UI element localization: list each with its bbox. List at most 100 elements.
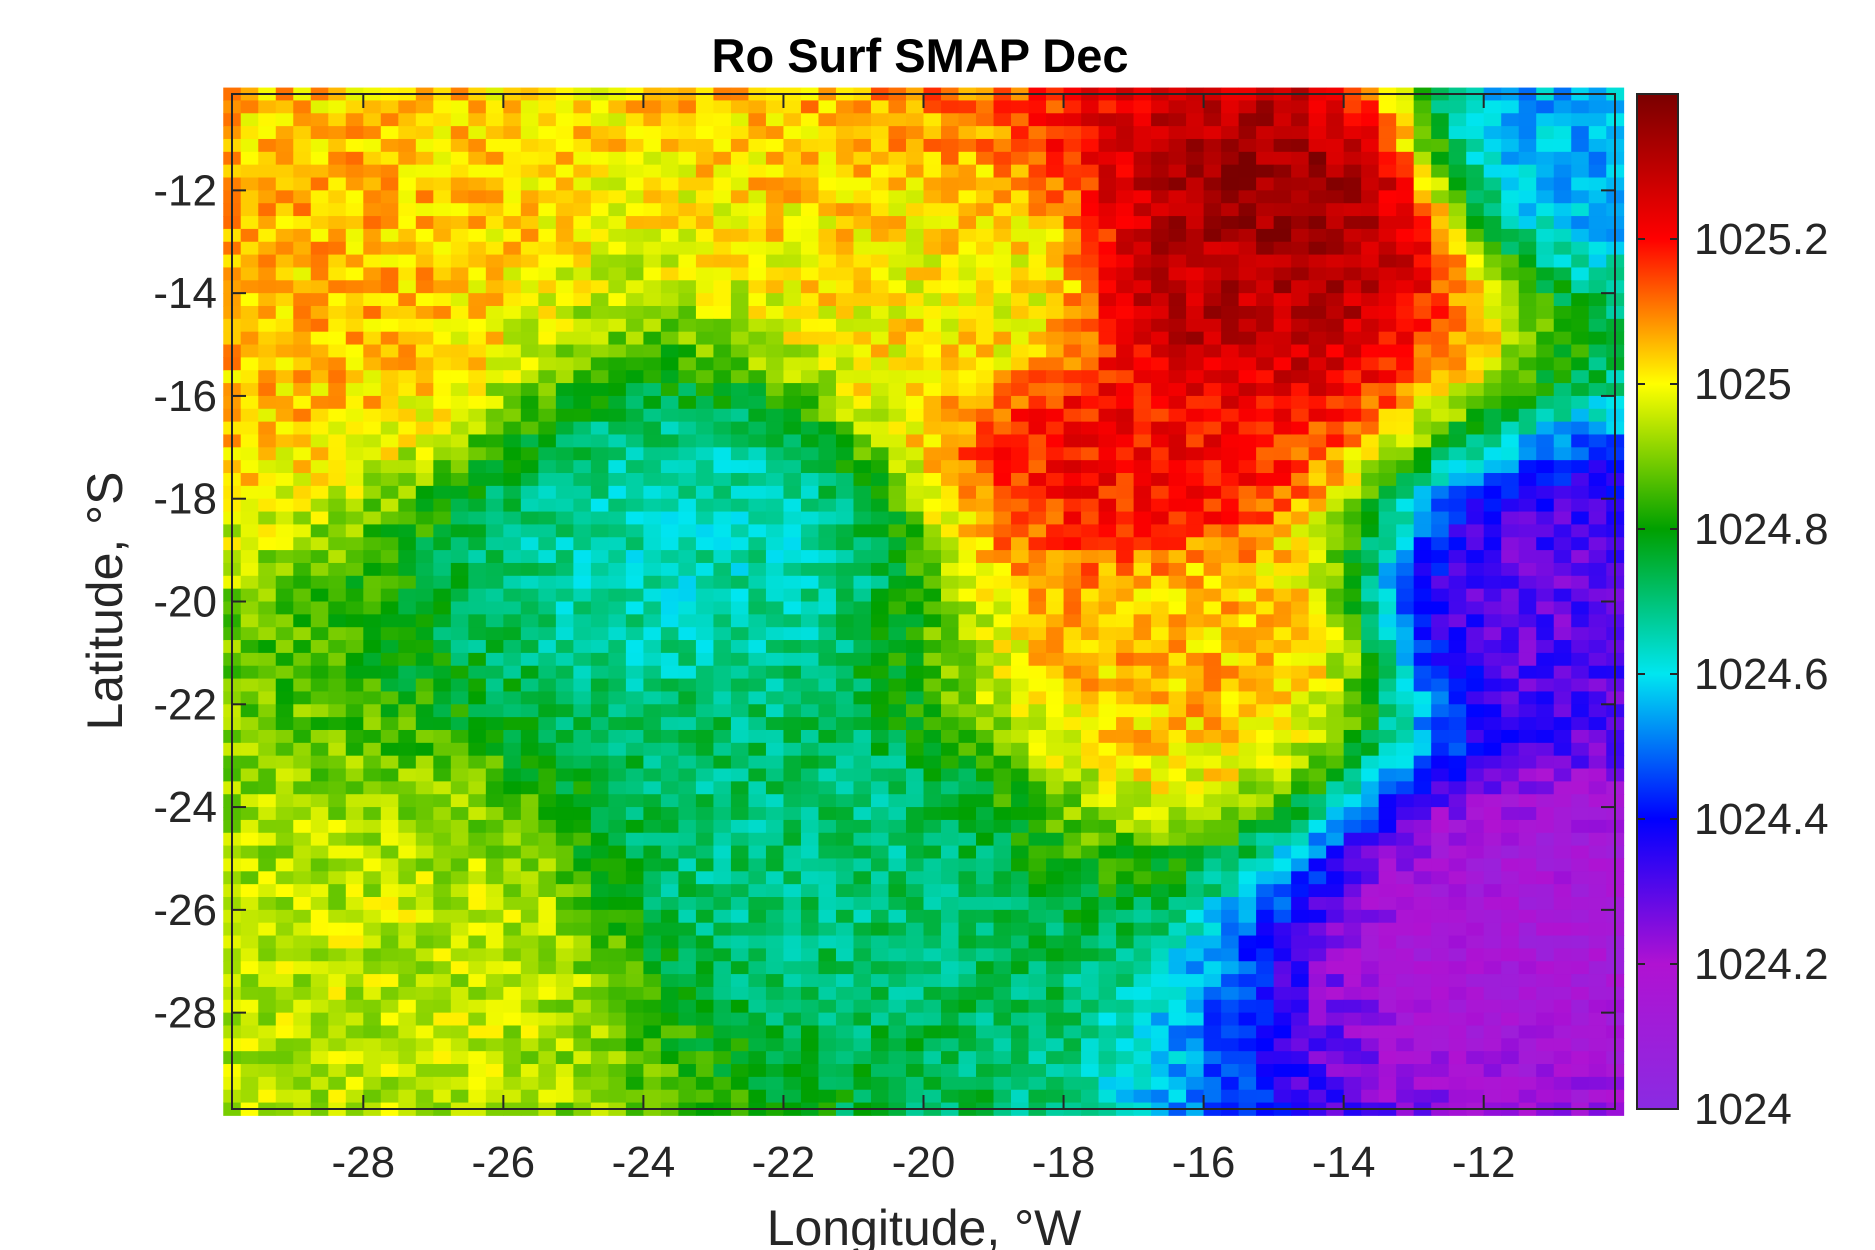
heatmap-cell (941, 408, 959, 423)
heatmap-cell (643, 485, 662, 500)
heatmap-cell (293, 473, 312, 487)
heatmap-cell (363, 550, 382, 564)
heatmap-cell (538, 447, 557, 461)
heatmap-cell (590, 228, 609, 243)
heatmap-cell (625, 383, 644, 397)
heatmap-cell (695, 254, 714, 268)
heatmap-cell (1116, 755, 1134, 769)
heatmap-cell (660, 280, 679, 294)
heatmap-cell (258, 781, 277, 795)
heatmap-cell (1343, 524, 1362, 538)
heatmap-cell (1221, 781, 1239, 795)
heatmap-cell (941, 807, 959, 821)
heatmap-cell (310, 524, 329, 538)
heatmap-cell (1396, 511, 1415, 525)
heatmap-cell (1186, 293, 1204, 307)
heatmap-cell (1116, 691, 1134, 705)
heatmap-cell (398, 807, 417, 821)
heatmap-cell (363, 678, 382, 692)
heatmap-cell (1063, 845, 1082, 859)
heatmap-cell (1133, 344, 1152, 358)
heatmap-cell (888, 665, 907, 680)
heatmap-cell (888, 819, 907, 834)
heatmap-cell (1028, 665, 1047, 680)
heatmap-cell (608, 267, 627, 281)
heatmap-cell (380, 357, 399, 371)
heatmap-cell (1203, 794, 1222, 808)
heatmap-cell (660, 138, 679, 153)
heatmap-cell (450, 164, 469, 178)
heatmap-cell (1466, 845, 1485, 859)
heatmap-cell (1238, 395, 1257, 410)
heatmap-cell (1378, 434, 1397, 448)
heatmap-cell (1361, 254, 1380, 268)
heatmap-cell (1483, 717, 1502, 731)
heatmap-cell (765, 717, 784, 731)
heatmap-cell (853, 138, 872, 153)
heatmap-cell (398, 537, 417, 551)
heatmap-cell (1186, 421, 1204, 435)
heatmap-cell (958, 383, 977, 397)
heatmap-cell (1168, 138, 1187, 153)
heatmap-cell (1466, 511, 1485, 525)
heatmap-cell (1343, 460, 1362, 474)
heatmap-cell (310, 511, 329, 525)
heatmap-cell (695, 241, 714, 256)
heatmap-cell (1571, 665, 1590, 680)
heatmap-cell (1536, 370, 1555, 384)
heatmap-cell (888, 601, 907, 615)
heatmap-cell (1133, 138, 1152, 153)
heatmap-cell (958, 832, 977, 847)
heatmap-cell (555, 652, 574, 667)
heatmap-cell (1011, 717, 1029, 731)
heatmap-cell (1151, 562, 1169, 577)
heatmap-cell (1413, 627, 1432, 641)
heatmap-cell (1553, 190, 1572, 204)
heatmap-cell (328, 241, 347, 256)
heatmap-cell (1273, 280, 1292, 294)
heatmap-cell (678, 498, 697, 513)
heatmap-cell (905, 280, 924, 294)
heatmap-cell (941, 845, 959, 859)
heatmap-cell (625, 562, 644, 577)
heatmap-cell (1291, 408, 1310, 423)
heatmap-cell (923, 729, 942, 744)
heatmap-cell (870, 138, 889, 153)
heatmap-cell (905, 819, 924, 834)
heatmap-cell (1326, 755, 1345, 769)
heatmap-cell (293, 126, 312, 140)
heatmap-cell (433, 485, 452, 500)
heatmap-cell (713, 537, 732, 551)
heatmap-cell (1361, 408, 1380, 423)
heatmap-cell (1133, 794, 1152, 808)
heatmap-cell (905, 717, 924, 731)
heatmap-cell (1326, 216, 1345, 230)
heatmap-cell (958, 126, 977, 140)
heatmap-cell (1431, 447, 1450, 461)
heatmap-cell (1361, 305, 1380, 320)
heatmap-cell (958, 331, 977, 345)
heatmap-cell (976, 717, 994, 731)
heatmap-cell (748, 113, 767, 127)
heatmap-cell (625, 254, 644, 268)
heatmap-cell (1081, 678, 1099, 692)
heatmap-cell (1081, 331, 1099, 345)
heatmap-cell (1448, 614, 1467, 628)
heatmap-cell (1098, 807, 1117, 821)
heatmap-cell (818, 447, 837, 461)
heatmap-cell (1273, 331, 1292, 345)
heatmap-cell (415, 819, 434, 834)
heatmap-cell (625, 395, 644, 410)
heatmap-cell (503, 383, 522, 397)
heatmap-cell (240, 138, 259, 153)
heatmap-cell (258, 216, 277, 230)
heatmap-cell (538, 794, 557, 808)
heatmap-cell (1413, 781, 1432, 795)
heatmap-cell (800, 267, 819, 281)
heatmap-cell (660, 717, 679, 731)
heatmap-cell (1063, 408, 1082, 423)
heatmap-cell (678, 845, 697, 859)
heatmap-cell (398, 498, 417, 513)
heatmap-cell (363, 832, 382, 847)
heatmap-cell (748, 395, 767, 410)
